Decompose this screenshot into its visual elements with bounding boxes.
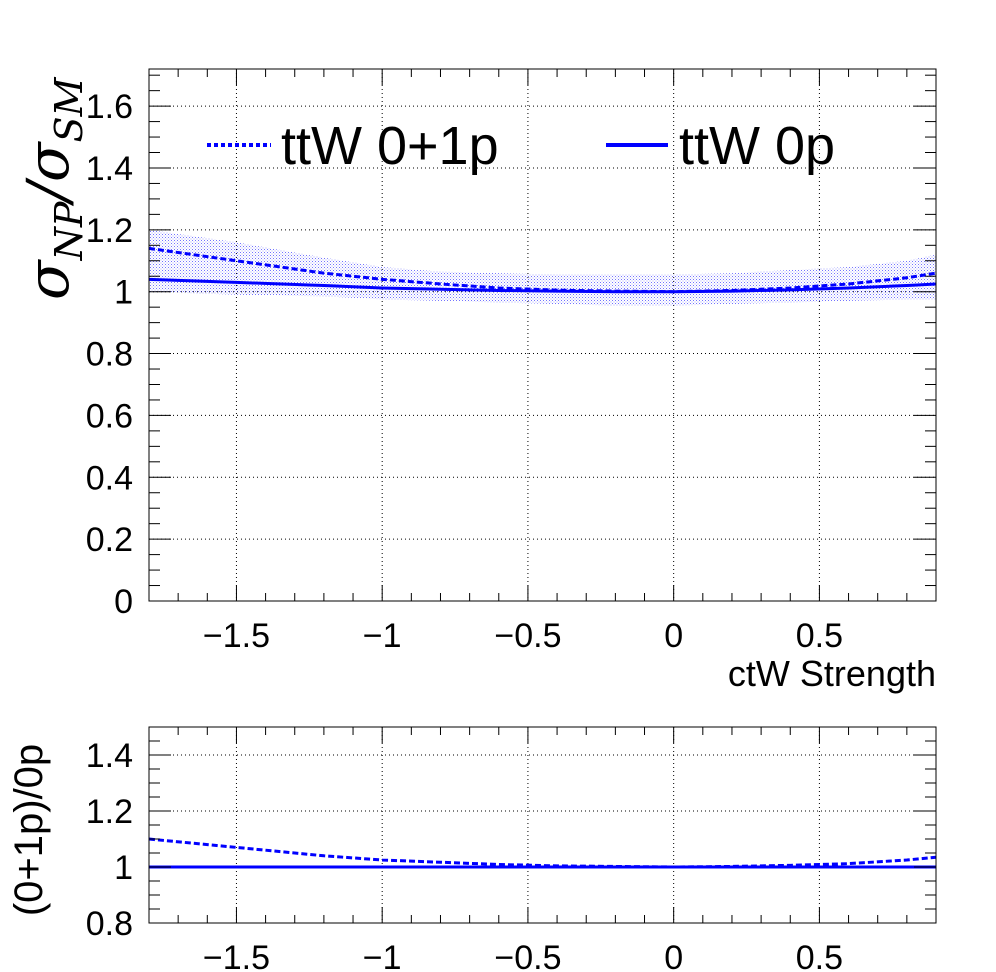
ratio-x-tick-label: −1.5 xyxy=(203,939,270,972)
main-y-tick-label: 1.2 xyxy=(86,212,133,250)
main-y-tick-label: 0.2 xyxy=(86,521,133,559)
ratio-x-tick-label: −0.5 xyxy=(494,939,561,972)
y-title-sub-sm: SM xyxy=(47,76,91,142)
main-y-tick-label: 0.4 xyxy=(86,459,133,497)
y-title-sigma-2: σ xyxy=(14,141,82,182)
main-x-tick-label: 0 xyxy=(664,617,683,655)
legend-label-1: ttW 0p xyxy=(679,116,835,176)
axis-titles: ctW Strength σNP/σSM (0+1p)/0p xyxy=(7,76,936,916)
ratio-grid xyxy=(149,727,936,923)
main-x-tick-label: −0.5 xyxy=(494,617,561,655)
main-series-line-0p xyxy=(148,277,937,294)
legend: ttW 0+1p ttW 0p xyxy=(207,116,835,176)
main-x-tick-label: −1 xyxy=(363,617,402,655)
main-y-tick-label: 0 xyxy=(114,583,133,621)
main-plot: −1.5 −1 −0.5 0 0.5 0 0.2 0.4 0.6 0.8 1 1.2 1.4 1.6 xyxy=(86,68,937,655)
y-title-sigma-1: σ xyxy=(14,259,82,300)
main-plot-frame xyxy=(148,68,937,602)
y-axis-title: σNP/σSM xyxy=(14,76,91,300)
ratio-y-tick-label: 0.8 xyxy=(86,905,133,943)
ratio-y-axis-title: (0+1p)/0p xyxy=(7,744,51,916)
legend-label-0: ttW 0+1p xyxy=(281,116,499,176)
main-x-tick-label: −1.5 xyxy=(203,617,270,655)
ratio-plot-frame xyxy=(148,726,937,924)
ratio-y-tick-label: 1.4 xyxy=(86,737,133,775)
x-axis-title: ctW Strength xyxy=(728,653,936,694)
main-y-tick-label: 0.8 xyxy=(86,336,133,374)
main-y-tick-label: 1.4 xyxy=(86,150,133,188)
main-y-tick-label: 1.6 xyxy=(86,88,133,126)
main-grid xyxy=(149,69,936,601)
main-y-tick-label: 0.6 xyxy=(86,397,133,435)
ratio-x-tick-label: 0.5 xyxy=(796,939,843,972)
main-uncertainty-band xyxy=(149,229,936,306)
ratio-plot: −1.5 −1 −0.5 0 0.5 0.8 1 1.2 1.4 xyxy=(86,726,937,972)
ratio-x-tick-label: 0 xyxy=(664,939,683,972)
main-y-tick-label: 1 xyxy=(114,274,133,312)
main-x-tick-label: 0.5 xyxy=(796,617,843,655)
ratio-x-tick-label: −1 xyxy=(363,939,402,972)
ratio-y-tick-label: 1 xyxy=(114,849,133,887)
ratio-y-tick-label: 1.2 xyxy=(86,793,133,831)
ratio-series-line-0plus1p xyxy=(148,837,937,869)
y-title-sub-np: NP xyxy=(47,200,91,261)
